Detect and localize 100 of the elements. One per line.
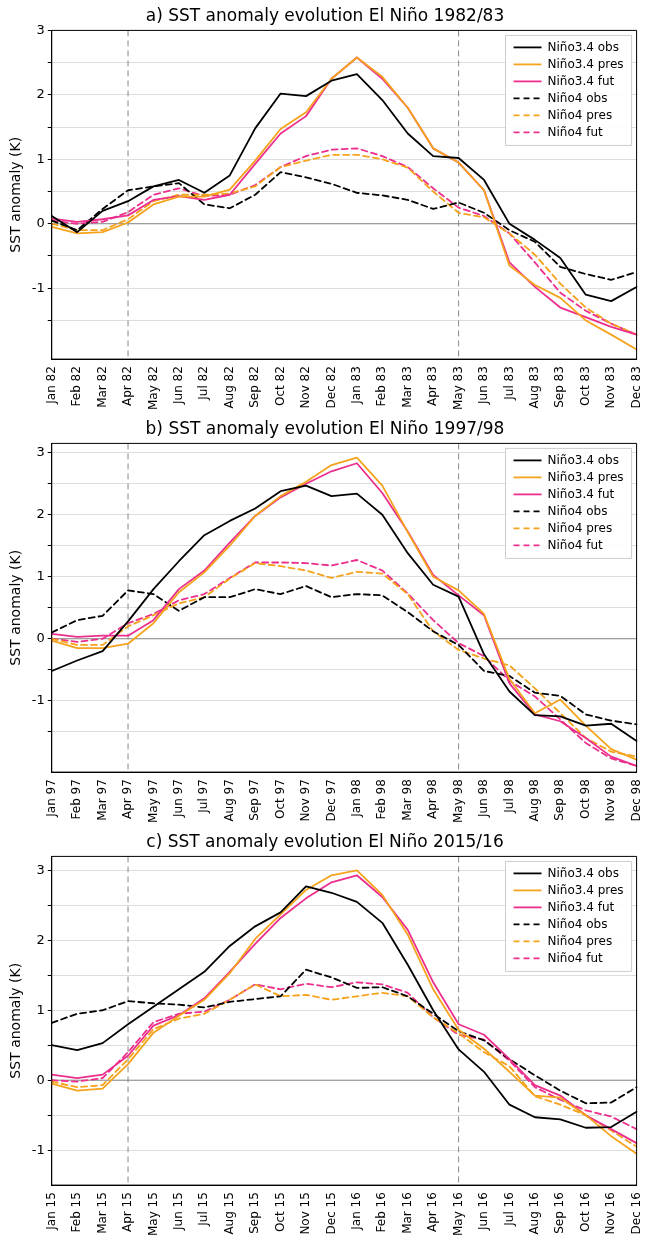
x-tick-label: Aug 16 [527, 1192, 542, 1235]
legend-label: Niño3.4 fut [547, 73, 615, 88]
x-tick-label: Nov 97 [298, 779, 313, 822]
x-tick-label: Oct 15 [272, 1192, 287, 1232]
y-tick-label: 1 [36, 1001, 45, 1017]
y-tick-label: 2 [36, 931, 45, 947]
legend-label: Niño4 fut [547, 950, 604, 965]
legend-label: Niño3.4 obs [547, 452, 619, 467]
x-tick-label: Jan 97 [43, 779, 58, 818]
x-tick-label: Apr 97 [120, 779, 135, 819]
x-tick-label: Jan 16 [349, 1192, 364, 1231]
x-tick-label: Jul 15 [196, 1192, 211, 1227]
x-tick-label: Jun 98 [476, 779, 491, 818]
chart-title: a) SST anomaly evolution El Niño 1982/83 [145, 4, 505, 25]
legend-label: Niño4 obs [547, 503, 608, 518]
legend-label: Niño3.4 pres [547, 56, 624, 71]
x-tick-label: Jan 83 [349, 366, 364, 405]
y-tick-label: 2 [36, 506, 45, 522]
x-tick-label: Jun 83 [476, 366, 491, 405]
x-tick-label: May 16 [450, 1192, 465, 1237]
x-tick-label: Oct 98 [577, 779, 592, 819]
x-tick-label: Nov 83 [603, 366, 618, 409]
y-axis-title: SST anomaly (K) [7, 549, 24, 666]
y-axis-title: SST anomaly (K) [7, 136, 24, 253]
legend-label: Niño4 obs [547, 916, 608, 931]
x-tick-label: Sep 83 [552, 366, 567, 408]
y-tick-label: 3 [36, 444, 45, 460]
legend-label: Niño4 pres [547, 520, 613, 535]
y-tick-label: 3 [36, 861, 45, 877]
legend-label: Niño3.4 pres [547, 882, 624, 897]
y-tick-label: -1 [31, 279, 45, 295]
x-tick-label: Mar 97 [94, 779, 109, 821]
x-tick-label: May 82 [145, 366, 160, 411]
x-tick-label: Feb 16 [374, 1192, 389, 1233]
x-tick-label: Apr 82 [120, 366, 135, 406]
x-tick-label: Sep 16 [552, 1192, 567, 1234]
x-tick-label: May 15 [145, 1192, 160, 1237]
x-tick-label: Mar 98 [399, 779, 414, 821]
legend-label: Niño3.4 obs [547, 39, 619, 54]
x-tick-label: Aug 97 [221, 779, 236, 822]
x-tick-label: Feb 98 [374, 779, 389, 820]
legend-label: Niño4 obs [547, 90, 608, 105]
x-tick-label: Apr 98 [425, 779, 440, 819]
x-tick-label: Mar 15 [94, 1192, 109, 1234]
legend-label: Niño4 fut [547, 124, 604, 139]
chart-title: c) SST anomaly evolution El Niño 2015/16 [146, 830, 504, 851]
x-tick-label: Nov 98 [603, 779, 618, 822]
x-tick-label: Oct 97 [272, 779, 287, 819]
x-tick-label: Jun 16 [476, 1192, 491, 1231]
x-tick-label: Mar 16 [399, 1192, 414, 1234]
x-tick-label: Feb 15 [69, 1192, 84, 1233]
x-tick-label: May 83 [450, 366, 465, 411]
y-tick-label: -1 [31, 1141, 45, 1157]
x-tick-label: Aug 15 [221, 1192, 236, 1235]
y-tick-label: 3 [36, 21, 45, 37]
x-tick-label: Nov 16 [603, 1192, 618, 1235]
x-tick-label: Apr 83 [425, 366, 440, 406]
x-tick-label: Apr 16 [425, 1192, 440, 1232]
x-tick-label: Sep 98 [552, 779, 567, 821]
x-tick-label: Jul 16 [501, 1192, 516, 1227]
chart-title: b) SST anomaly evolution El Niño 1997/98 [145, 417, 505, 438]
x-tick-label: Aug 82 [221, 366, 236, 409]
x-tick-label: Feb 97 [69, 779, 84, 820]
x-tick-label: Jan 15 [43, 1192, 58, 1231]
x-tick-label: Nov 82 [298, 366, 313, 409]
legend-label: Niño4 fut [547, 537, 604, 552]
x-tick-label: Aug 98 [527, 779, 542, 822]
x-tick-label: Nov 15 [298, 1192, 313, 1235]
x-tick-label: Mar 83 [399, 366, 414, 408]
x-tick-label: Jul 98 [501, 779, 516, 814]
x-tick-label: Jan 82 [43, 366, 58, 405]
x-tick-label: Sep 82 [247, 366, 262, 408]
legend-label: Niño3.4 obs [547, 865, 619, 880]
x-tick-label: Sep 97 [247, 779, 262, 821]
x-tick-label: Jul 97 [196, 779, 211, 814]
y-tick-label: -1 [31, 692, 45, 708]
legend-label: Niño4 pres [547, 107, 613, 122]
x-tick-label: Jul 83 [501, 366, 516, 401]
x-tick-label: Aug 83 [527, 366, 542, 409]
y-tick-label: 2 [36, 86, 45, 102]
x-tick-label: May 97 [145, 779, 160, 824]
x-tick-label: May 98 [450, 779, 465, 824]
x-tick-label: Dec 83 [628, 366, 643, 409]
y-tick-label: 1 [36, 568, 45, 584]
legend-label: Niño3.4 pres [547, 469, 624, 484]
x-tick-label: Jan 98 [349, 779, 364, 818]
x-tick-label: Dec 82 [323, 366, 338, 409]
legend-label: Niño3.4 fut [547, 486, 615, 501]
x-tick-label: Dec 98 [628, 779, 643, 822]
x-tick-label: Apr 15 [120, 1192, 135, 1232]
x-tick-label: Sep 15 [247, 1192, 262, 1234]
y-tick-label: 1 [36, 150, 45, 166]
x-tick-label: Mar 82 [94, 366, 109, 408]
x-tick-label: Jun 15 [171, 1192, 186, 1231]
x-tick-label: Jun 97 [171, 779, 186, 818]
x-tick-label: Oct 83 [577, 366, 592, 406]
x-tick-label: Dec 16 [628, 1192, 643, 1235]
x-tick-label: Feb 82 [69, 366, 84, 407]
x-tick-label: Dec 15 [323, 1192, 338, 1235]
x-tick-label: Jun 82 [171, 366, 186, 405]
